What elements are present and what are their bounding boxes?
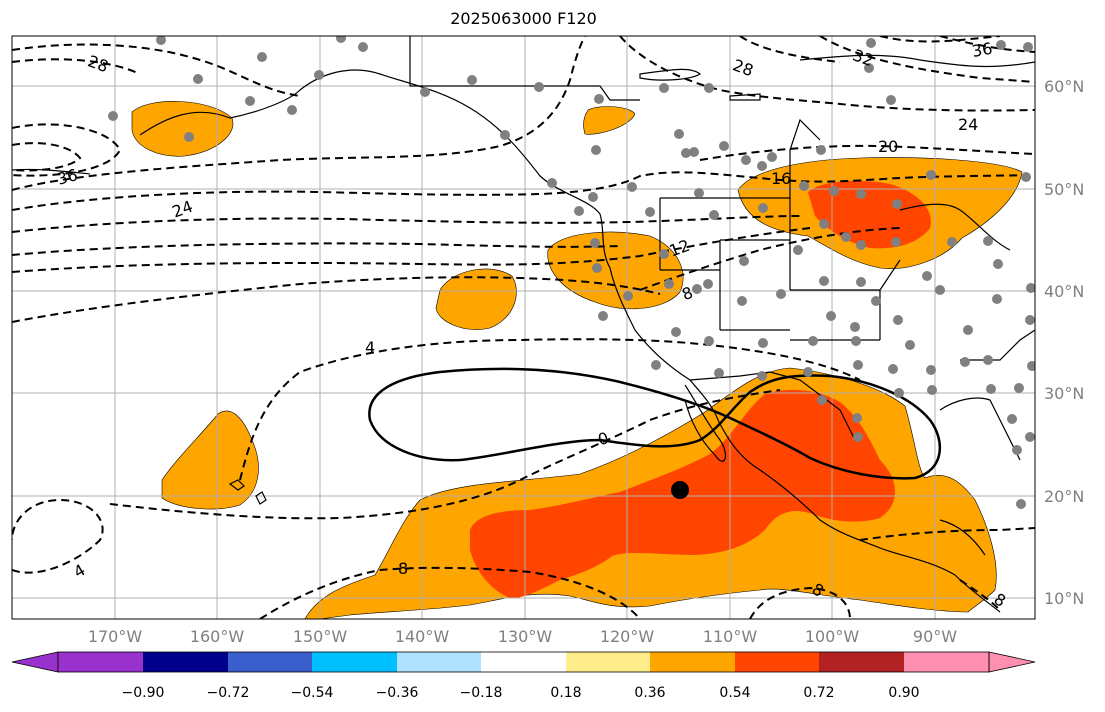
colorbar-tick-label: −0.54: [291, 685, 334, 701]
contour-label: 36: [55, 165, 80, 189]
lon-label: 160°W: [190, 627, 245, 646]
contour-label: 24: [958, 115, 978, 134]
colorbar-segment: [650, 652, 735, 672]
lon-label: 130°W: [498, 627, 553, 646]
colorbar-segment: [228, 652, 312, 672]
lat-label: 50°N: [1044, 180, 1084, 199]
contour-label: 4: [365, 338, 375, 357]
contour-label: 0: [596, 428, 611, 449]
zero-contour: [368, 367, 942, 480]
colorbar-segment: [819, 652, 904, 672]
colorbar-segment: [143, 652, 228, 672]
height-contours-dashed: [12, 36, 1035, 619]
colorbar-segment: [566, 652, 650, 672]
colorbar-tick-label: −0.72: [207, 685, 250, 701]
lon-label: 100°W: [805, 627, 860, 646]
focus-point-marker: [671, 481, 689, 499]
latitude-labels: 60°N 50°N 40°N 30°N 20°N 10°N: [1044, 77, 1084, 608]
graticule: [12, 36, 1035, 619]
contour-label: 36: [970, 39, 993, 61]
colorbar-extend-low: [11, 651, 59, 673]
colorbar-tick-label: 0.36: [634, 685, 665, 701]
lat-label: 20°N: [1044, 487, 1084, 506]
lat-label: 10°N: [1044, 589, 1084, 608]
colorbar-segment: [481, 652, 566, 672]
colorbar-segment: [58, 652, 143, 672]
contour-label: 20: [878, 137, 898, 156]
contour-label: 16: [771, 169, 791, 188]
colorbar-tick-label: 0.18: [550, 685, 581, 701]
colorbar-tick-label: 0.54: [719, 685, 750, 701]
station-dots: [108, 36, 1035, 509]
colorbar-extend-high: [988, 651, 1036, 673]
lon-label: 90°W: [913, 627, 957, 646]
colorbar-frame: [57, 651, 990, 673]
colorbar-tick-label: 0.90: [888, 685, 919, 701]
colorbar-segment: [735, 652, 819, 672]
lon-label: 140°W: [395, 627, 450, 646]
lat-label: 30°N: [1044, 384, 1084, 403]
colorbar: [11, 651, 1036, 673]
colorbar-tick-label: 0.72: [803, 685, 834, 701]
lon-label: 170°W: [88, 627, 143, 646]
lat-label: 40°N: [1044, 282, 1084, 301]
lon-label: 150°W: [293, 627, 348, 646]
longitude-labels: 170°W 160°W 150°W 140°W 130°W 120°W 110°…: [88, 627, 957, 646]
lon-label: 120°W: [600, 627, 655, 646]
colorbar-tick-label: −0.90: [122, 685, 165, 701]
colorbar-tick-label: −0.18: [460, 685, 503, 701]
lon-label: 110°W: [703, 627, 758, 646]
contour-label: 8: [398, 559, 408, 578]
colorbar-tick-label: −0.36: [376, 685, 419, 701]
colorbar-tick-labels: −0.90 −0.72 −0.54 −0.36 −0.18 0.18 0.36 …: [122, 685, 920, 701]
map-frame: [11, 35, 1036, 620]
colorbar-segment: [397, 652, 481, 672]
colorbar-segment: [904, 652, 989, 672]
lat-label: 60°N: [1044, 77, 1084, 96]
colorbar-segment: [312, 652, 397, 672]
map-title: 2025063000 F120: [450, 9, 597, 28]
